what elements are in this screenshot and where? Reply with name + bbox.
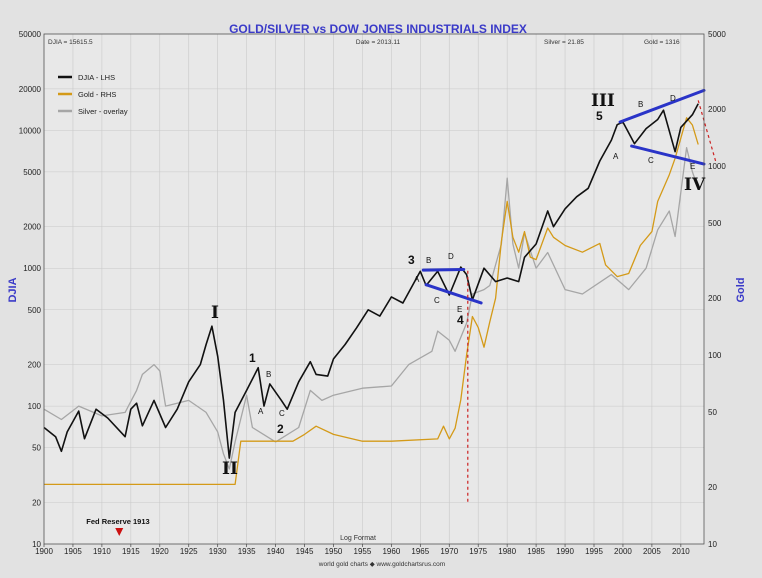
y-tick-label-right: 2000 xyxy=(708,105,726,114)
trendline-3 xyxy=(618,88,706,124)
x-tick-label: 2000 xyxy=(614,547,632,556)
x-tick-label: 1900 xyxy=(35,547,53,556)
fed-reserve-label: Fed Reserve 1913 xyxy=(86,517,149,526)
x-tick-label: 1960 xyxy=(382,547,400,556)
wave-label-b3: B xyxy=(638,100,643,109)
wave-label-a1: A xyxy=(258,407,264,416)
wave-label-4: 4 xyxy=(457,313,464,327)
y-tick-label-right: 1000 xyxy=(708,162,726,171)
x-tick-label: 1965 xyxy=(411,547,429,556)
y-tick-label-left: 100 xyxy=(28,402,42,411)
legend-label-gold: Gold - RHS xyxy=(78,90,116,99)
wave-label-1: 1 xyxy=(249,351,256,365)
legend-label-silver: Silver - overlay xyxy=(78,107,128,116)
x-tick-label: 1945 xyxy=(296,547,314,556)
wave-label-3: 3 xyxy=(408,253,415,267)
trendline-4 xyxy=(630,144,706,166)
x-axis-label: Log Format xyxy=(340,535,376,542)
x-tick-label: 1920 xyxy=(151,547,169,556)
wave-label-e3: E xyxy=(690,162,695,171)
gold-line xyxy=(44,117,699,486)
y-tick-label-right: 50 xyxy=(708,408,717,417)
y-tick-label-right: 200 xyxy=(708,294,722,303)
y-tick-label-right: 5000 xyxy=(708,30,726,39)
wave-label-a3: A xyxy=(613,152,619,161)
y-tick-label-left: 50000 xyxy=(19,30,42,39)
chart-title: GOLD/SILVER vs DOW JONES INDUSTRIALS IND… xyxy=(229,22,527,36)
y-axis-label-left: DJIA xyxy=(7,277,19,302)
wave-label-d3: D xyxy=(670,94,676,103)
wave-label-I: I xyxy=(211,303,219,323)
wave-labels: I II III IV 1 2 3 4 5 A B C A B C D E A … xyxy=(211,91,706,479)
x-tick-label: 1990 xyxy=(556,547,574,556)
x-tick-label: 1905 xyxy=(64,547,82,556)
x-tick-label: 2005 xyxy=(643,547,661,556)
x-tick-label: 1950 xyxy=(325,547,343,556)
y-tick-label-right: 10 xyxy=(708,540,717,549)
header-djia: DJIA = 15615.5 xyxy=(48,39,93,46)
header-date: Date = 2013.11 xyxy=(356,39,401,46)
wave-label-2: 2 xyxy=(277,422,284,436)
x-tick-label: 2010 xyxy=(672,547,690,556)
wave-label-c2: C xyxy=(434,296,440,305)
djia-line xyxy=(43,103,699,459)
y-tick-label-left: 20 xyxy=(32,498,41,507)
x-tick-label: 1980 xyxy=(498,547,516,556)
fed-reserve-arrow xyxy=(115,528,124,536)
wave-label-b2: B xyxy=(426,256,431,265)
wave-label-a2: A xyxy=(414,275,420,284)
fed-reserve-marker: Fed Reserve 1913 xyxy=(86,517,150,536)
wave-label-c1: C xyxy=(279,409,285,418)
y-tick-label-left: 10 xyxy=(32,540,41,549)
header-silver: Silver = 21.85 xyxy=(544,39,584,46)
y-tick-label-left: 2000 xyxy=(23,223,41,232)
y-tick-label-left: 10000 xyxy=(19,126,42,135)
legend-label-djia: DJIA - LHS xyxy=(78,73,115,82)
x-tick-label: 1915 xyxy=(122,547,140,556)
y-tick-label-left: 1000 xyxy=(23,264,41,273)
wave-label-III: III xyxy=(591,91,615,111)
legend: DJIA - LHS Gold - RHS Silver - overlay xyxy=(58,73,128,116)
silver-line xyxy=(43,146,699,470)
header-gold: Gold = 1316 xyxy=(644,39,680,46)
x-tick-label: 1995 xyxy=(585,547,603,556)
plot-frame xyxy=(43,33,705,545)
guide-line-2 xyxy=(697,100,717,162)
wave-label-c3: C xyxy=(648,156,654,165)
y-tick-label-right: 100 xyxy=(708,351,722,360)
trendline-2 xyxy=(424,283,483,305)
x-tick-label: 1925 xyxy=(180,547,198,556)
x-tick-label: 1940 xyxy=(267,547,285,556)
y-tick-label-left: 20000 xyxy=(19,85,42,94)
wave-label-IV: IV xyxy=(684,175,706,195)
x-tick-label: 1955 xyxy=(354,547,372,556)
y-tick-label-left: 500 xyxy=(28,306,42,315)
x-tick-label: 1910 xyxy=(93,547,111,556)
wave-label-d2: D xyxy=(448,252,454,261)
y-tick-label-right: 20 xyxy=(708,483,717,492)
y-tick-label-right: 500 xyxy=(708,219,722,228)
wave-label-5: 5 xyxy=(596,109,603,123)
x-tick-label: 1970 xyxy=(440,547,458,556)
y-tick-label-left: 200 xyxy=(28,361,42,370)
x-tick-label: 1935 xyxy=(238,547,256,556)
y-axis-label-right: Gold xyxy=(735,277,747,302)
wave-label-e2: E xyxy=(457,305,462,314)
y-tick-label-left: 50 xyxy=(32,444,41,453)
trendline-1 xyxy=(421,267,466,272)
wave-label-II: II xyxy=(222,459,238,479)
footer-credit: world gold charts ◆ www.goldchartsrus.co… xyxy=(318,561,445,568)
x-tick-label: 1975 xyxy=(469,547,487,556)
wave-label-b1: B xyxy=(266,370,271,379)
y-tick-label-left: 5000 xyxy=(23,168,41,177)
x-tick-label: 1930 xyxy=(209,547,227,556)
x-tick-label: 1985 xyxy=(527,547,545,556)
